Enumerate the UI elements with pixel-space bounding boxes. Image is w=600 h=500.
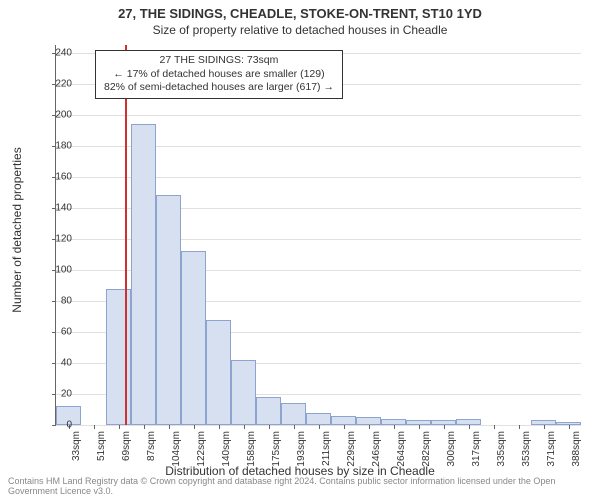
xtick-mark [419,425,420,429]
xtick-label: 122sqm [196,431,207,467]
xtick-mark [519,425,520,429]
ytick-label: 120 [55,233,72,244]
xtick-mark [244,425,245,429]
plot-area [55,45,581,426]
chart-title-main: 27, THE SIDINGS, CHEADLE, STOKE-ON-TRENT… [0,6,600,21]
xtick-label: 335sqm [496,431,507,467]
xtick-label: 282sqm [421,431,432,467]
ytick-label: 80 [61,295,72,306]
xtick-label: 33sqm [71,431,82,461]
xtick-label: 388sqm [571,431,582,467]
footer-text: Contains HM Land Registry data © Crown c… [8,476,600,496]
xtick-mark [394,425,395,429]
marker-line [125,45,127,425]
ytick-mark [52,394,56,395]
xtick-label: 193sqm [296,431,307,467]
xtick-label: 104sqm [171,431,182,467]
ytick-label: 220 [55,78,72,89]
ytick-label: 60 [61,326,72,337]
xtick-mark [369,425,370,429]
xtick-mark [119,425,120,429]
xtick-label: 140sqm [221,431,232,467]
ytick-label: 20 [61,388,72,399]
xtick-label: 158sqm [246,431,257,467]
xtick-mark [569,425,570,429]
xtick-mark [469,425,470,429]
xtick-mark [269,425,270,429]
xtick-label: 51sqm [96,431,107,461]
chart-title-sub: Size of property relative to detached ho… [0,23,600,37]
ytick-label: 0 [66,420,72,431]
xtick-label: 229sqm [346,431,357,467]
xtick-mark [169,425,170,429]
gridline [56,115,581,116]
annotation-line: ← 17% of detached houses are smaller (12… [104,68,334,82]
xtick-mark [194,425,195,429]
ytick-label: 160 [55,171,72,182]
histogram-bar [181,251,206,425]
histogram-bar [206,320,231,425]
xtick-label: 175sqm [271,431,282,467]
ytick-label: 40 [61,357,72,368]
xtick-mark [319,425,320,429]
annotation-box: 27 THE SIDINGS: 73sqm← 17% of detached h… [95,50,343,99]
y-axis-label: Number of detached properties [10,147,24,312]
histogram-bar [281,403,306,425]
ytick-label: 100 [55,264,72,275]
ytick-label: 180 [55,140,72,151]
xtick-mark [494,425,495,429]
annotation-line: 27 THE SIDINGS: 73sqm [104,54,334,68]
histogram-bar [231,360,256,425]
histogram-bar [156,195,181,425]
histogram-bar [356,417,381,425]
annotation-line: 82% of semi-detached houses are larger (… [104,81,334,95]
histogram-bar [306,413,331,425]
xtick-mark [444,425,445,429]
xtick-mark [94,425,95,429]
xtick-mark [544,425,545,429]
xtick-label: 371sqm [546,431,557,467]
ytick-label: 200 [55,109,72,120]
xtick-mark [294,425,295,429]
xtick-label: 246sqm [371,431,382,467]
ytick-mark [52,301,56,302]
histogram-bar [331,416,356,425]
ytick-label: 240 [55,47,72,58]
xtick-label: 353sqm [521,431,532,467]
xtick-label: 317sqm [471,431,482,467]
xtick-mark [344,425,345,429]
xtick-label: 211sqm [321,431,332,466]
ytick-label: 140 [55,202,72,213]
histogram-bar [106,289,131,425]
ytick-mark [52,425,56,426]
ytick-mark [52,363,56,364]
xtick-mark [219,425,220,429]
xtick-label: 69sqm [121,431,132,461]
chart-container: 27, THE SIDINGS, CHEADLE, STOKE-ON-TRENT… [0,0,600,500]
histogram-bar [256,397,281,425]
xtick-mark [144,425,145,429]
xtick-label: 264sqm [396,431,407,467]
histogram-bar [131,124,156,425]
ytick-mark [52,332,56,333]
xtick-label: 300sqm [446,431,457,467]
xtick-label: 87sqm [146,431,157,461]
